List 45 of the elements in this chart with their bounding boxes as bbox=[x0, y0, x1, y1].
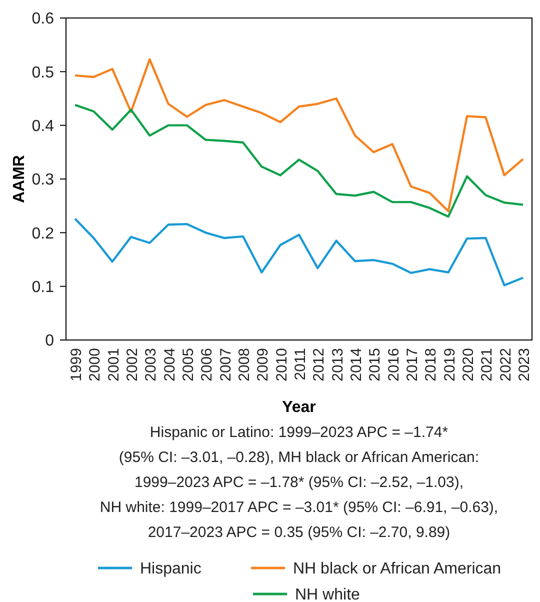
x-tick-label: 2007 bbox=[217, 348, 234, 382]
y-tick-label: 0.6 bbox=[32, 10, 54, 28]
x-tick-label: 2019 bbox=[441, 348, 458, 382]
x-tick-label: 2023 bbox=[516, 348, 533, 382]
x-tick-label: 2016 bbox=[385, 348, 402, 382]
x-tick-label: 2010 bbox=[273, 348, 290, 382]
x-tick-label: 2009 bbox=[254, 348, 272, 382]
y-tick-label: 0.2 bbox=[32, 225, 54, 242]
x-tick-label: 2014 bbox=[348, 348, 365, 382]
x-tick-label: 2003 bbox=[142, 348, 160, 382]
x-tick-label: 2001 bbox=[105, 348, 122, 382]
y-tick-label: 0 bbox=[45, 332, 54, 350]
x-tick-label: 2020 bbox=[460, 348, 477, 382]
x-tick-label: 2021 bbox=[478, 348, 496, 382]
y-tick-label: 0.5 bbox=[32, 64, 54, 82]
x-tick-label: 2017 bbox=[404, 348, 421, 382]
text: 2017–2023 APC = 0.35 (95% CI: –2.70, 9.89) bbox=[148, 524, 450, 541]
x-tick-label: 2006 bbox=[198, 348, 216, 382]
y-tick-label: 0.3 bbox=[32, 172, 54, 189]
x-tick-label: 2022 bbox=[497, 348, 514, 382]
x-tick-label: 1999 bbox=[68, 348, 85, 382]
line-series bbox=[74, 58, 524, 212]
y-tick-label: 0.1 bbox=[32, 278, 54, 296]
x-tick-label: 2018 bbox=[422, 348, 440, 382]
x-axis-title: Year bbox=[282, 399, 316, 416]
x-tick-label: 2015 bbox=[366, 348, 384, 382]
x-tick-label: 2004 bbox=[161, 348, 178, 382]
x-tick-label: 2002 bbox=[124, 348, 141, 382]
line-series bbox=[74, 104, 524, 218]
text: Hispanic or Latino: 1999–2023 APC = –1.74* bbox=[150, 424, 448, 441]
line-series bbox=[74, 218, 524, 286]
text: 1999–2023 APC = –1.78* (95% CI: –2.52, –1.03), bbox=[134, 474, 464, 491]
legend-label: NH white bbox=[295, 586, 360, 602]
x-tick-label: 2013 bbox=[329, 348, 346, 382]
x-tick-label: 2011 bbox=[292, 348, 309, 380]
x-tick-label: 2000 bbox=[86, 348, 104, 382]
text: NH white: 1999–2017 APC = –3.01* (95% CI: –6.91, –0.63), bbox=[100, 499, 498, 516]
x-tick-label: 2012 bbox=[310, 348, 328, 382]
legend-label: Hispanic bbox=[140, 560, 202, 578]
text: (95% CI: –3.01, –0.28), MH black or African American: bbox=[118, 449, 480, 466]
x-tick-label: 2008 bbox=[236, 348, 253, 382]
y-axis-title: AAMR bbox=[11, 154, 28, 203]
legend-label: NH black or African American bbox=[293, 560, 502, 578]
y-tick-label: 0.4 bbox=[32, 118, 54, 135]
x-tick-label: 2005 bbox=[180, 348, 197, 382]
